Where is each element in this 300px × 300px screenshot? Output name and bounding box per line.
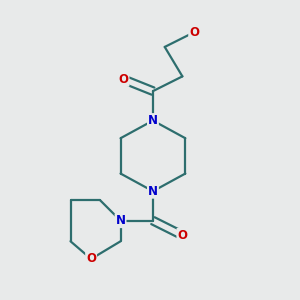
Text: N: N bbox=[148, 114, 158, 127]
Text: O: O bbox=[86, 252, 96, 266]
Text: O: O bbox=[118, 73, 128, 86]
Text: O: O bbox=[189, 26, 199, 39]
Text: O: O bbox=[177, 229, 188, 242]
Text: N: N bbox=[116, 214, 126, 227]
Text: N: N bbox=[148, 185, 158, 198]
